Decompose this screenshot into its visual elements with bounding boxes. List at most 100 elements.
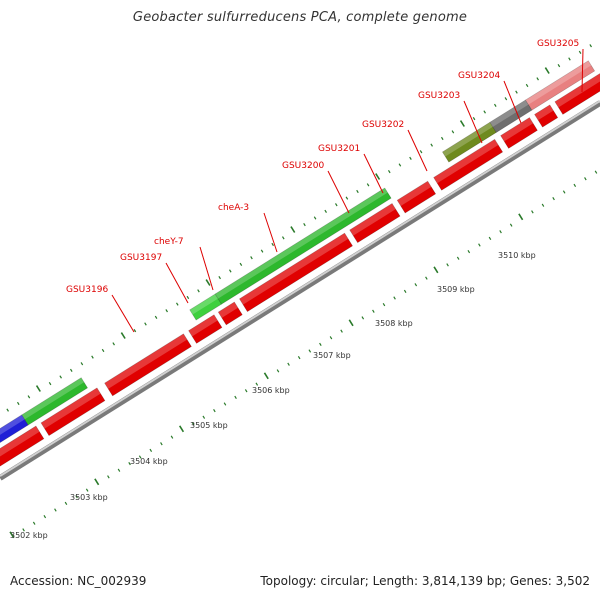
inner-tick-15 (170, 435, 174, 439)
green-gene-3 (214, 187, 392, 305)
inner-tick-52 (562, 190, 566, 194)
inner-tick-10 (117, 468, 121, 472)
inner-tick-20 (223, 402, 227, 406)
gene-label-GSU3197: GSU3197 (120, 253, 162, 263)
inner-tick-5 (64, 501, 68, 505)
outer-tick-16 (120, 332, 126, 339)
inner-tick-39 (425, 276, 428, 280)
outer-tick-21 (175, 302, 179, 306)
red-gene-2-shade (41, 387, 101, 429)
outer-tick-45 (430, 143, 433, 147)
outer-tick-49 (472, 117, 476, 121)
inner-tick-16 (178, 425, 185, 433)
pink-gene (525, 60, 596, 111)
inner-tick-21 (234, 395, 237, 399)
inner-tick-1 (22, 528, 25, 532)
genome-summary-text: Topology: circular; Length: 3,814,139 bp… (260, 574, 590, 588)
red-gene-1 (0, 425, 45, 467)
inner-tick-49 (531, 210, 534, 214)
inner-tick-30 (329, 336, 333, 340)
outer-tick-48 (459, 120, 465, 127)
outer-tick-30 (271, 242, 274, 247)
outer-tick-13 (91, 355, 94, 359)
kbp-label-8: 3509 kbp (437, 285, 475, 294)
inner-tick-28 (308, 349, 312, 353)
outer-tick-41 (387, 170, 391, 174)
kbp-label-5: 3506 kbp (252, 386, 290, 395)
leader-7 (407, 129, 428, 172)
inner-tick-45 (488, 236, 492, 240)
gene-labels: GSU3196 GSU3197 cheY-7 cheA-3 GSU3200 GSU3201… (66, 39, 579, 295)
gene-label-GSU3204: GSU3204 (458, 71, 500, 81)
inner-tick-38 (414, 283, 418, 287)
inner-tick-23 (255, 382, 259, 386)
red-gene-8 (396, 180, 437, 214)
outer-tick-47 (451, 130, 455, 134)
gene-label-GSU3202: GSU3202 (362, 120, 404, 130)
red-gene-9-shade (433, 139, 499, 184)
inner-tick-9 (107, 475, 110, 479)
red-gene-3-shade (104, 333, 188, 389)
inner-tick-18 (202, 415, 206, 419)
outer-tick-26 (228, 269, 232, 273)
outer-tick-ring (6, 38, 600, 412)
inner-tick-48 (518, 213, 524, 221)
inner-tick-46 (499, 230, 502, 234)
kbp-label-4: 3505 kbp (190, 421, 228, 430)
kbp-label-3: 3504 kbp (130, 457, 168, 466)
inner-tick-32 (348, 319, 354, 327)
inner-tick-ring (9, 170, 598, 539)
outer-tick-32 (290, 226, 296, 233)
gene-label-GSU3203: GSU3203 (418, 91, 460, 101)
inner-tick-35 (382, 303, 386, 307)
green-gene-1-shade (21, 377, 85, 420)
outer-tick-34 (313, 216, 317, 220)
blue-gene-shade (0, 414, 25, 435)
inner-tick-47 (509, 223, 513, 227)
outer-tick-22 (186, 295, 190, 300)
outer-tick-55 (536, 77, 539, 81)
kbp-label-2: 3503 kbp (70, 493, 108, 502)
outer-tick-35 (324, 209, 327, 213)
inner-tick-50 (541, 203, 545, 207)
inner-tick-11 (128, 462, 131, 466)
outer-tick-6 (16, 401, 20, 406)
outer-tick-60 (589, 44, 592, 48)
red-gene-7 (349, 203, 401, 244)
inner-tick-27 (297, 356, 301, 360)
inner-tick-36 (393, 296, 396, 300)
inner-tick-37 (403, 289, 407, 293)
inner-tick-41 (446, 263, 449, 267)
inner-tick-26 (287, 362, 290, 366)
gene-label-cheA-3: cheA-3 (218, 203, 249, 213)
inner-tick-55 (594, 170, 598, 174)
feature-track (0, 60, 600, 467)
outer-tick-11 (69, 368, 73, 372)
outer-tick-39 (366, 183, 370, 187)
red-gene-8-shade (397, 181, 432, 207)
red-gene-4-shade (188, 314, 218, 337)
outer-tick-29 (260, 249, 264, 253)
outer-tick-38 (356, 189, 359, 194)
leader-6 (363, 153, 384, 194)
red-gene-3 (104, 333, 192, 397)
outer-tick-23 (197, 289, 200, 293)
inner-tick-13 (149, 448, 153, 452)
inner-tick-40 (433, 266, 439, 274)
outer-tick-31 (281, 236, 285, 240)
leader-8 (463, 100, 483, 144)
outer-tick-36 (334, 203, 338, 207)
outer-tick-7 (27, 395, 31, 399)
inner-tick-31 (340, 329, 343, 333)
accession-text: Accession: NC_002939 (10, 574, 147, 588)
red-gene-5-shade (218, 302, 238, 318)
outer-tick-17 (133, 329, 137, 333)
inner-tick-34 (372, 309, 375, 313)
inner-tick-54 (584, 177, 587, 181)
inner-tick-4 (54, 508, 57, 512)
red-gene-10-shade (500, 117, 534, 142)
red-gene-9 (433, 138, 504, 191)
kbp-label-6: 3507 kbp (313, 351, 351, 360)
red-gene-11-shade (534, 104, 554, 121)
inner-tick-0 (9, 531, 15, 539)
